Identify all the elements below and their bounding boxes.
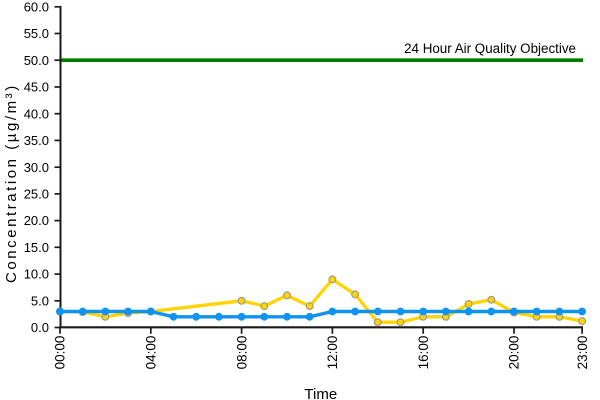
svg-text:20:00: 20:00	[507, 336, 522, 370]
svg-text:35.0: 35.0	[24, 133, 49, 148]
svg-text:12:00: 12:00	[325, 336, 340, 370]
svg-text:30.0: 30.0	[24, 160, 49, 175]
svg-text:Time: Time	[304, 386, 337, 400]
svg-text:08:00: 08:00	[234, 336, 249, 370]
svg-text:16:00: 16:00	[416, 336, 431, 370]
svg-text:10.0: 10.0	[24, 267, 49, 282]
svg-text:55.0: 55.0	[24, 26, 49, 41]
svg-text:60.0: 60.0	[24, 0, 49, 14]
svg-text:15.0: 15.0	[24, 240, 49, 255]
svg-text:20.0: 20.0	[24, 213, 49, 228]
svg-text:Concentration (µg/m³): Concentration (µg/m³)	[3, 83, 20, 283]
svg-text:00:00: 00:00	[53, 336, 68, 370]
svg-text:0.0: 0.0	[31, 320, 49, 335]
svg-text:23:00: 23:00	[575, 336, 590, 370]
svg-text:25.0: 25.0	[24, 187, 49, 202]
svg-text:04:00: 04:00	[144, 336, 159, 370]
svg-text:45.0: 45.0	[24, 80, 49, 95]
svg-text:24 Hour Air Quality Objective: 24 Hour Air Quality Objective	[404, 41, 576, 56]
svg-text:50.0: 50.0	[24, 53, 49, 68]
svg-text:5.0: 5.0	[31, 293, 49, 308]
svg-text:40.0: 40.0	[24, 106, 49, 121]
